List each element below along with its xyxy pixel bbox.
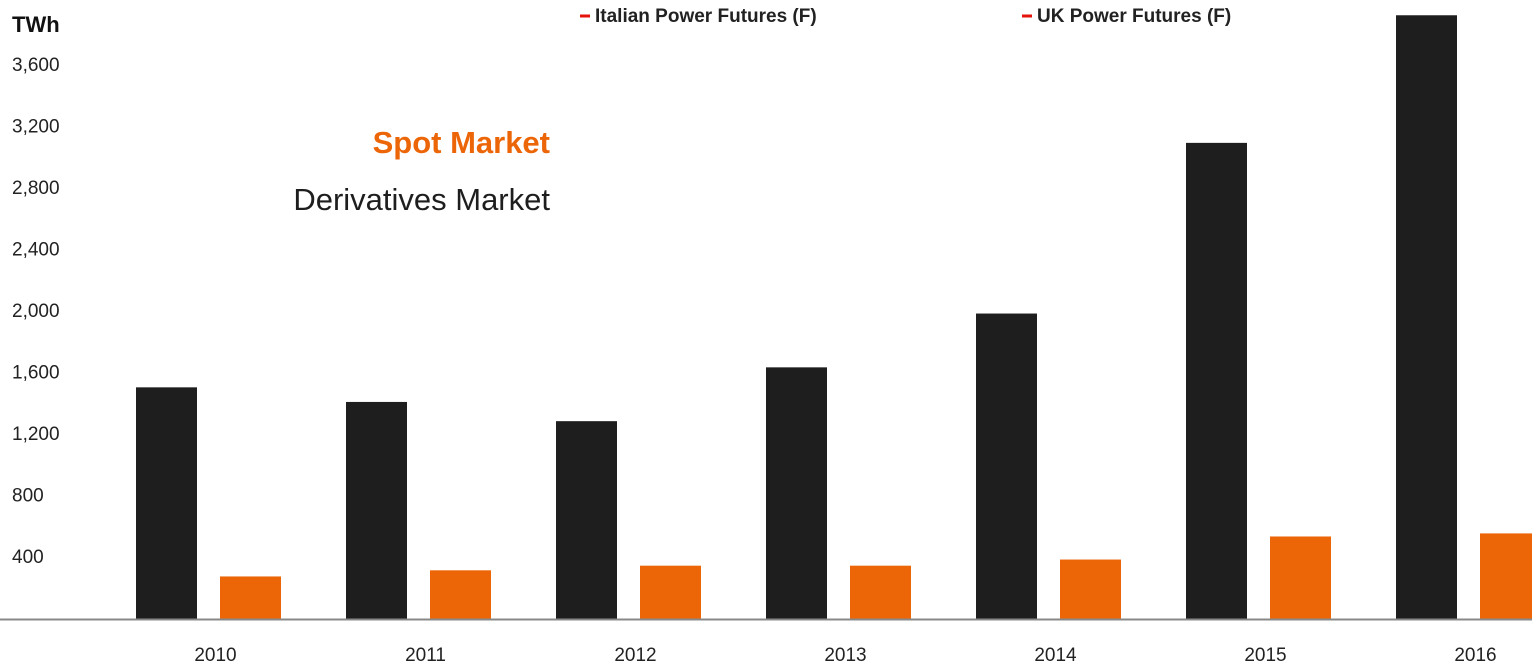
x-tick-label: 2012	[614, 645, 656, 665]
bar	[220, 576, 281, 620]
bar	[766, 367, 827, 620]
bar	[1060, 559, 1121, 620]
y-axis-label: TWh	[12, 12, 60, 37]
legend-label: Derivatives Market	[293, 182, 550, 217]
y-tick-label: 3,600	[12, 55, 60, 76]
y-tick-label: 800	[12, 486, 44, 507]
bar	[1396, 15, 1457, 620]
bar	[640, 565, 701, 620]
y-tick-label: 1,200	[12, 424, 60, 445]
y-tick-label: 2,400	[12, 240, 60, 261]
bar	[850, 565, 911, 620]
bar	[346, 401, 407, 620]
y-tick-label: 2,800	[12, 178, 60, 199]
legend-label: Spot Market	[373, 125, 550, 160]
x-tick-label: 2011	[405, 645, 446, 665]
bar	[430, 570, 491, 620]
bar	[976, 313, 1037, 620]
y-tick-label: 3,200	[12, 117, 60, 138]
annotation: UK Power Futures (F)	[1037, 6, 1231, 27]
bar	[1480, 533, 1532, 620]
x-tick-label: 2010	[194, 645, 236, 665]
x-tick-label: 2014	[1034, 645, 1077, 665]
x-tick-label: 2015	[1244, 645, 1286, 665]
bar	[1186, 142, 1247, 620]
bar	[136, 387, 197, 620]
bar	[1270, 536, 1331, 620]
x-tick-label: 2013	[824, 645, 866, 665]
y-tick-label: 2,000	[12, 301, 60, 322]
y-tick-label: 1,600	[12, 363, 60, 384]
x-tick-label: 2016	[1454, 645, 1496, 665]
annotation: Italian Power Futures (F)	[595, 6, 817, 27]
y-tick-label: 400	[12, 547, 44, 568]
bar	[556, 421, 617, 620]
